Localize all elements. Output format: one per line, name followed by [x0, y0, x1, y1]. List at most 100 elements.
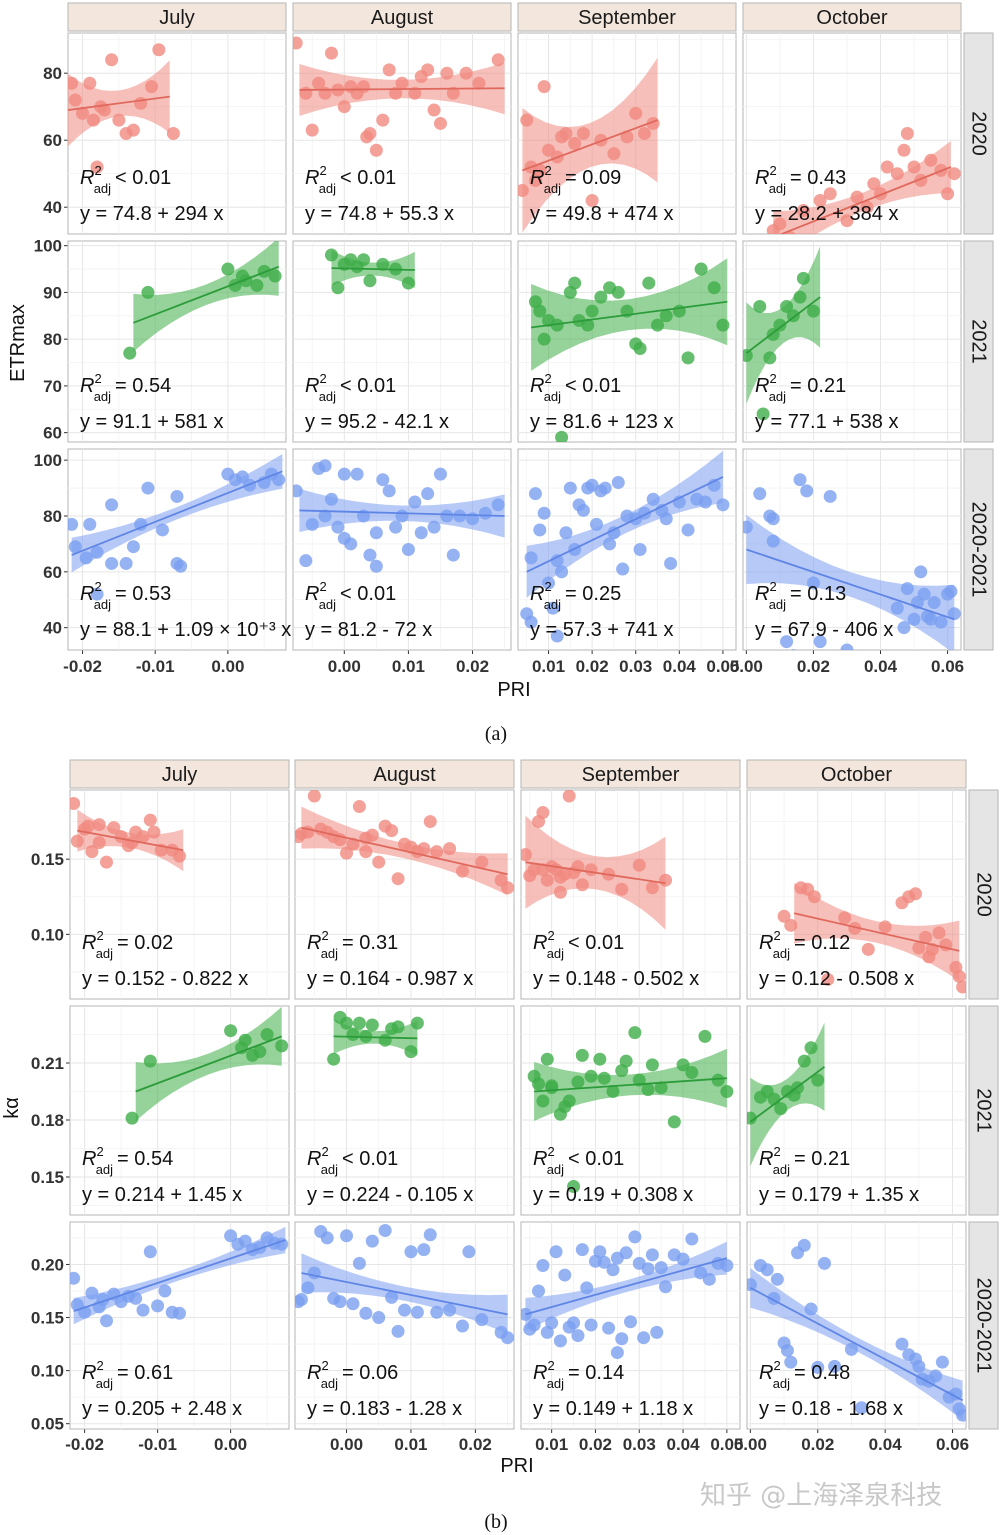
data-point: [806, 576, 820, 590]
panel-july-2020: R2 adj = 0.02 y = 0.152 - 0.822 x: [69, 789, 290, 1000]
data-point: [860, 200, 874, 214]
data-point: [934, 615, 948, 629]
data-point: [597, 1255, 611, 1269]
data-point: [780, 1343, 794, 1357]
data-point: [793, 290, 807, 304]
data-point: [372, 1311, 386, 1325]
y-tick-label: 70: [43, 377, 62, 396]
data-point: [804, 1041, 818, 1055]
x-tick-label: -0.02: [65, 1435, 104, 1454]
data-point: [143, 1054, 157, 1068]
data-point: [645, 881, 659, 895]
r2-annotation: R2 adj = 0.43: [755, 163, 846, 196]
data-point: [594, 133, 608, 147]
data-point: [568, 137, 582, 151]
data-point: [559, 127, 573, 140]
y-tick-label: 80: [43, 330, 62, 349]
data-point: [797, 1054, 811, 1068]
equation-annotation: y = 0.164 - 0.987 x: [307, 968, 473, 990]
data-point: [378, 1033, 392, 1047]
panel-marks: [68, 454, 286, 601]
y-tick-label: 100: [34, 451, 62, 470]
x-tick-label: 0.00: [211, 657, 244, 676]
caption-b: (b): [484, 1511, 507, 1533]
data-point: [293, 36, 303, 50]
data-point: [589, 517, 603, 531]
data-point: [895, 1337, 909, 1351]
data-point: [563, 481, 577, 495]
data-point: [659, 512, 673, 526]
data-point: [929, 1369, 943, 1383]
data-point: [331, 281, 345, 295]
data-point: [540, 873, 554, 887]
data-point: [475, 855, 489, 869]
data-point: [369, 559, 383, 573]
data-point: [528, 487, 542, 501]
x-tick-label: 0.02: [579, 1435, 612, 1454]
data-point: [897, 143, 911, 157]
panel-background: [746, 1221, 967, 1430]
data-point: [743, 349, 753, 363]
regression-line: [793, 912, 960, 952]
data-point: [307, 1266, 321, 1280]
panel-marks: [295, 1223, 514, 1345]
equation-annotation: y = 57.3 + 741 x: [530, 619, 673, 641]
panel-july-2021: R2 adj = 0.54 y = 91.1 + 581 x: [67, 240, 287, 443]
x-tick-label: 0.04: [864, 657, 898, 676]
regression-line: [530, 300, 728, 329]
data-point: [155, 523, 169, 537]
equation-annotation: y = 0.224 - 0.105 x: [307, 1184, 473, 1206]
data-point: [166, 127, 180, 140]
y-tick-label: 0.21: [31, 1054, 64, 1073]
data-point: [811, 1360, 825, 1374]
data-point: [459, 66, 473, 80]
data-point: [90, 160, 104, 174]
data-point: [528, 173, 542, 187]
regression-line: [745, 296, 821, 354]
x-tick-label: -0.01: [136, 657, 175, 676]
data-point: [760, 1263, 774, 1277]
data-point: [141, 285, 155, 299]
data-point: [800, 484, 814, 498]
data-point: [224, 1024, 238, 1038]
ylabel-b: kα: [1, 1097, 23, 1119]
y-tick-label: 0.15: [31, 1309, 64, 1328]
equation-annotation: y = 67.9 - 406 x: [755, 619, 893, 641]
data-point: [817, 1256, 831, 1270]
xlabel-b: PRI: [500, 1455, 533, 1477]
x-tick-label: 0.01: [532, 657, 565, 676]
strip-row-label: 2020-2021: [968, 502, 990, 598]
data-point: [238, 1234, 252, 1248]
strip-august: [292, 2, 512, 32]
r2-annotation: R2 adj < 0.01: [305, 371, 396, 404]
regression-line: [68, 95, 170, 111]
data-point: [922, 950, 936, 964]
equation-annotation: y = 0.12 - 0.508 x: [759, 968, 914, 990]
data-point: [619, 1054, 633, 1068]
data-point: [70, 797, 81, 811]
regression-line: [299, 87, 505, 91]
data-point: [813, 635, 827, 649]
panel-background: [292, 32, 512, 235]
data-point: [173, 1306, 186, 1320]
data-point: [567, 1316, 581, 1330]
data-point: [344, 537, 358, 551]
data-point: [68, 540, 82, 554]
data-point: [555, 430, 569, 442]
equation-annotation: y = 0.214 + 1.45 x: [82, 1184, 242, 1206]
data-point: [667, 1115, 681, 1129]
strip-july: [67, 2, 287, 32]
data-point: [533, 304, 547, 318]
data-point: [363, 274, 377, 288]
confidence-band: [746, 514, 955, 650]
data-point: [540, 1052, 554, 1066]
caption-a: (a): [485, 723, 507, 745]
data-point: [423, 815, 437, 829]
strip-row-label: 2021: [973, 1088, 995, 1133]
panel-october-2021: R2 adj = 0.21 y = 0.179 + 1.35 x: [746, 1005, 967, 1216]
data-point: [545, 1316, 559, 1330]
panel-marks: [327, 1010, 424, 1066]
data-point: [606, 1085, 620, 1098]
data-point: [861, 942, 875, 956]
data-point: [430, 845, 444, 859]
